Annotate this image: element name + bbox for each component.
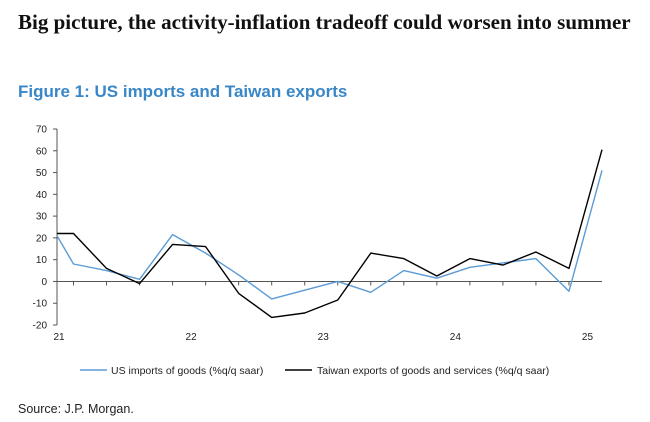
x-tick-label: 23 [318,332,330,343]
x-tick-label: 22 [186,332,198,343]
y-tick-label: 0 [41,277,47,288]
series-line-2 [57,149,603,319]
y-tick-label: 40 [36,190,48,201]
legend-label-1: US imports of goods (%q/q saar) [111,365,263,377]
legend-label-2: Taiwan exports of goods and services (%q… [317,365,549,377]
y-tick-label: 30 [36,212,48,223]
x-tick-label: 21 [53,332,65,343]
y-tick-label: -20 [33,321,48,332]
line-chart: -20 -10 0 10 20 30 40 50 60 70 21 22 23 24 25 US import… [33,125,603,377]
x-tick-label: 25 [582,332,594,343]
y-tick-label: 60 [36,146,48,157]
series-line-1 [56,170,603,300]
x-tick-label: 24 [450,332,462,343]
headline: Big picture, the activity-inflation trad… [18,10,631,34]
y-tick-label: 10 [36,255,48,266]
y-tick-label: 70 [36,125,48,136]
y-tick-label: 50 [36,168,48,179]
figure-title: Figure 1: US imports and Taiwan exports [18,82,348,101]
y-tick-label: -10 [33,299,48,310]
y-tick-label: 20 [36,233,48,244]
source-note: Source: J.P. Morgan. [18,402,134,416]
